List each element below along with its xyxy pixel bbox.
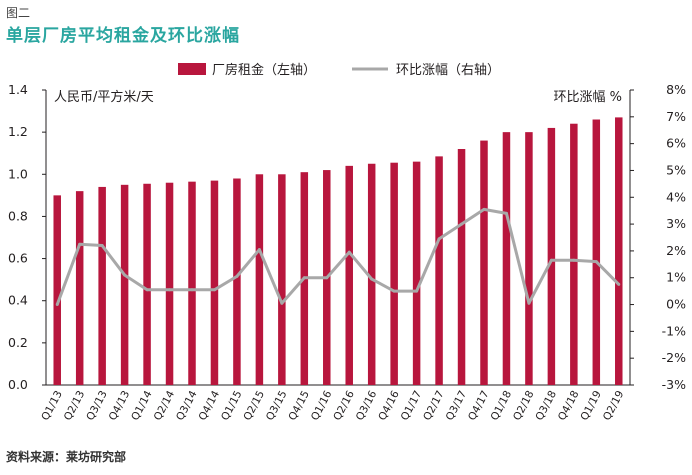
right-tick-label: -1% [662, 323, 686, 338]
bar [547, 127, 556, 385]
line-point [415, 289, 419, 293]
line-point [370, 277, 374, 281]
right-tick-label: 8% [666, 82, 686, 97]
x-ticks: Q1/13Q2/13Q3/13Q4/13Q1/14Q2/14Q3/14Q4/14… [39, 388, 626, 422]
left-tick-label: 0.0 [8, 377, 28, 392]
line-series [55, 207, 621, 307]
source-note: 资料来源：莱坊研究部 [6, 450, 127, 464]
line-point [78, 242, 82, 246]
line-point [527, 301, 531, 305]
bar [143, 183, 151, 385]
left-tick-label: 0.2 [8, 335, 28, 350]
legend: 厂房租金（左轴） 环比涨幅（右轴） [178, 62, 500, 78]
bar [188, 181, 196, 385]
legend-line-label: 环比涨幅（右轴） [396, 63, 500, 78]
bar [592, 119, 601, 385]
right-axis-label: 环比涨幅 % [554, 90, 623, 105]
line-point [212, 288, 216, 292]
bar [120, 184, 129, 385]
right-tick-label: 6% [666, 136, 686, 151]
line-point [190, 288, 194, 292]
chart-title: 单层厂房平均租金及环比涨幅 [6, 26, 240, 46]
bar [278, 174, 286, 385]
x-tick-label: Q2/19 [601, 389, 627, 423]
line-point [460, 222, 464, 226]
bar [435, 156, 443, 385]
left-ticks: 0.0 0.2 0.4 0.6 0.8 1.0 1.2 1.4 [8, 82, 46, 392]
right-tick-label: 2% [666, 243, 686, 258]
line-point [123, 273, 127, 277]
bar [570, 123, 578, 385]
right-tick-label: 5% [666, 162, 686, 177]
line-point [100, 244, 104, 248]
bars [53, 117, 623, 386]
left-tick-label: 1.0 [8, 166, 28, 181]
bar [345, 165, 353, 385]
right-ticks: -3% -2% -1% 0% 1% 2% 3% 4% 5% 6% 7% 8% [630, 82, 686, 392]
right-tick-label: -3% [662, 377, 686, 392]
line-point [235, 274, 239, 278]
right-tick-label: 0% [666, 297, 686, 312]
line-point [572, 258, 576, 262]
bar [457, 149, 466, 385]
left-tick-label: 0.6 [8, 251, 28, 266]
line-point [280, 301, 284, 305]
line-point [482, 207, 486, 211]
line-point [347, 250, 351, 254]
left-tick-label: 0.4 [8, 293, 28, 308]
bar [480, 140, 488, 385]
bar [412, 161, 421, 385]
line-point [617, 282, 621, 286]
line-point [168, 288, 172, 292]
bar [615, 117, 623, 386]
bar [165, 182, 174, 385]
bar [210, 180, 219, 385]
bar [367, 163, 376, 385]
line-point [302, 276, 306, 280]
bar [502, 132, 511, 385]
line-point [257, 248, 261, 252]
bar [98, 186, 106, 385]
right-tick-label: -2% [662, 350, 686, 365]
right-tick-label: 1% [666, 270, 686, 285]
bar [525, 132, 533, 385]
line-point [549, 258, 553, 262]
left-tick-label: 1.2 [8, 124, 28, 139]
left-tick-label: 1.4 [8, 82, 28, 97]
line-point [145, 288, 149, 292]
left-axis-label: 人民币/平方米/天 [54, 89, 154, 105]
bar [75, 191, 84, 385]
right-tick-label: 3% [666, 216, 686, 231]
line-point [594, 260, 598, 264]
left-tick-label: 0.8 [8, 208, 28, 223]
line-point [392, 289, 396, 293]
bar [255, 174, 264, 385]
line-point [55, 303, 59, 307]
figure-label: 图二 [6, 6, 31, 20]
right-tick-label: 7% [666, 109, 686, 124]
right-tick-label: 4% [666, 189, 686, 204]
legend-bar-label: 厂房租金（左轴） [212, 62, 316, 78]
line-path [55, 207, 620, 306]
line-point [504, 211, 508, 215]
bar [53, 195, 61, 385]
bar [390, 162, 398, 385]
bar [233, 178, 241, 385]
legend-bar-swatch [178, 63, 206, 75]
line-point [325, 276, 329, 280]
line-point [437, 237, 441, 241]
